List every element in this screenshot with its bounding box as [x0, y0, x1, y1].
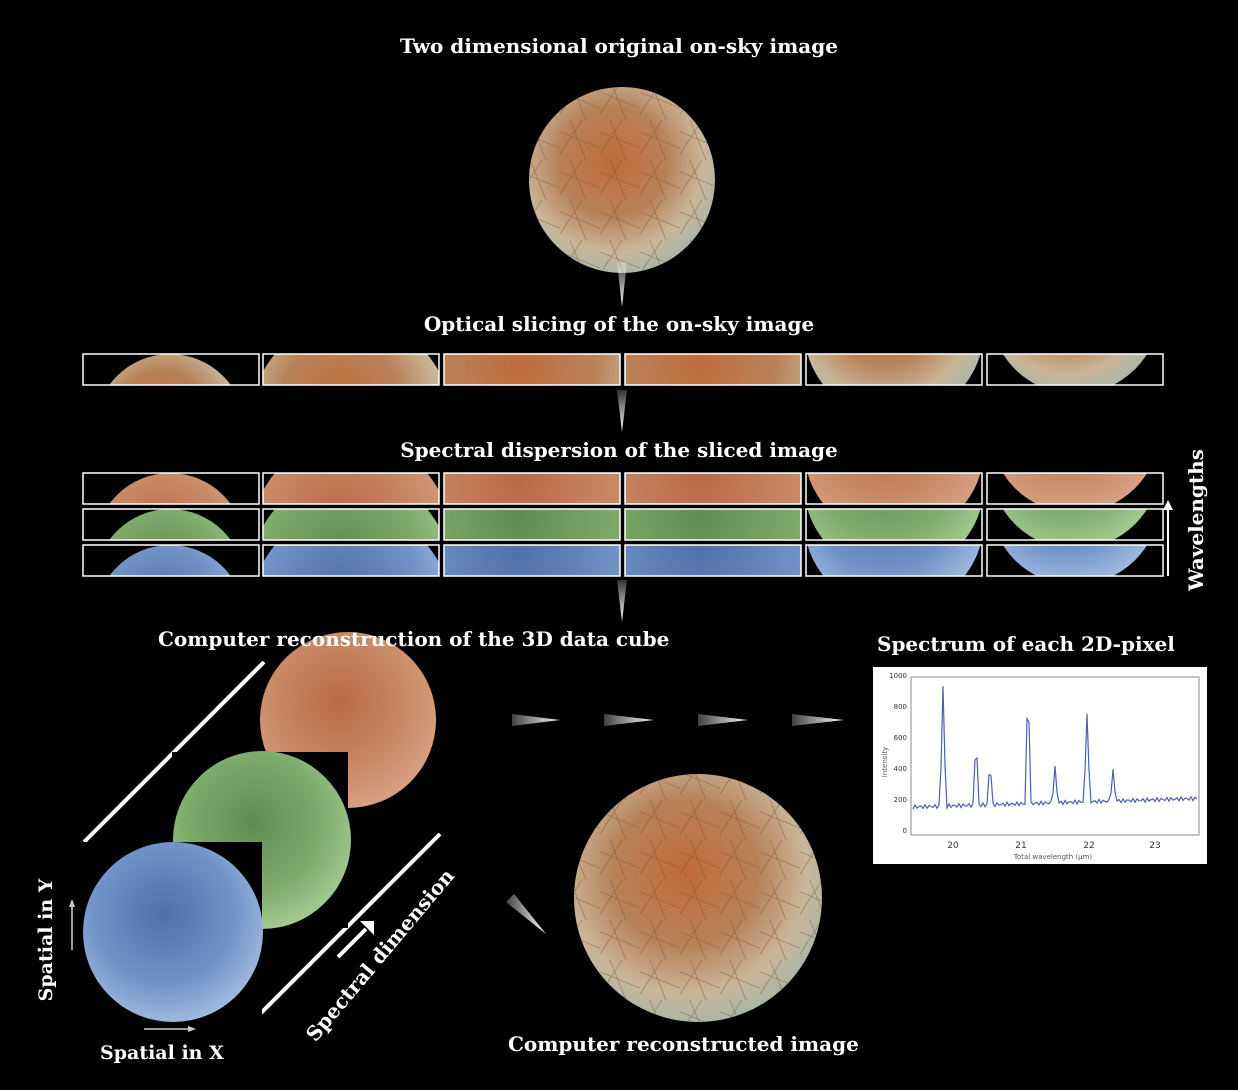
spatial-x-arrow-icon: [144, 1026, 196, 1032]
red-slice-frame: [82, 472, 260, 505]
green-slice-image: [1002, 509, 1148, 540]
green-slice-frame: [262, 508, 440, 541]
sky-slice-frame: [443, 353, 621, 386]
blue-slice-image: [625, 545, 801, 576]
spectrum-title: Spectrum of each 2D-pixel: [877, 632, 1175, 656]
spectrum-y-tick: 200: [894, 796, 907, 804]
spatial-x-label: Spatial in X: [100, 1042, 224, 1064]
dispersion-title: Spectral dispersion of the sliced image: [400, 438, 838, 462]
blue-slice-frame: [443, 544, 621, 577]
dispersed-slices: [82, 472, 1164, 577]
sky-slice-image: [1002, 354, 1148, 385]
right-arrow-icon: [698, 714, 748, 726]
data-cube: [82, 632, 442, 1022]
spectrum-x-tick: 23: [1149, 841, 1160, 851]
green-slice-image: [807, 509, 981, 540]
red-slice-image: [263, 473, 439, 504]
blue-slice-image: [109, 545, 231, 576]
red-slice-frame: [986, 472, 1164, 505]
spectral-dimension-arrow-icon: [336, 921, 374, 959]
blue-slice-frame: [986, 544, 1164, 577]
green-slice-frame: [82, 508, 260, 541]
wavelengths-label: Wavelengths: [1184, 449, 1208, 591]
original-image-title: Two dimensional original on-sky image: [400, 34, 838, 58]
blue-slice-image: [807, 545, 981, 576]
reconstructed-image-title: Computer reconstructed image: [508, 1032, 859, 1056]
blue-slice-frame: [82, 544, 260, 577]
red-slice-frame: [262, 472, 440, 505]
right-arrow-icon: [604, 714, 654, 726]
sky-slice-image: [807, 354, 981, 385]
slicing-title: Optical slicing of the on-sky image: [423, 312, 815, 336]
original-moon-image: [529, 87, 715, 273]
spectrum-y-tick: 600: [894, 734, 907, 742]
green-slice-frame: [805, 508, 983, 541]
green-slice-frame: [986, 508, 1164, 541]
spatial-y-arrow-icon: [69, 899, 75, 950]
red-slice-frame: [624, 472, 802, 505]
spectrum-y-tick: 400: [894, 765, 907, 773]
blue-slice-image: [263, 545, 439, 576]
red-slice-image: [807, 473, 981, 504]
spectrum-x-tick: 21: [1015, 841, 1026, 851]
red-slice-image: [444, 473, 620, 504]
spectrum-y-tick: 800: [894, 703, 907, 711]
red-slice-image: [109, 473, 231, 504]
spatial-y-label: Spatial in Y: [35, 878, 57, 1002]
sky-slice-image: [444, 354, 620, 385]
spectrum-y-tick: 1000: [889, 672, 907, 680]
blue-slice-image: [1002, 545, 1148, 576]
sky-slice-image: [263, 354, 439, 385]
blue-slice-image: [444, 545, 620, 576]
red-slice-image: [625, 473, 801, 504]
green-slice-image: [263, 509, 439, 540]
sky-slice-frame: [262, 353, 440, 386]
diagonal-arrow-icon: [506, 894, 546, 934]
spectrum-x-axis-label: Total wavelength (µm): [1013, 853, 1093, 861]
red-slice-frame: [443, 472, 621, 505]
red-slice-image: [1002, 473, 1148, 504]
green-slice-frame: [624, 508, 802, 541]
spectrum-y-axis-label: Intensity: [881, 747, 889, 777]
green-slice-image: [625, 509, 801, 540]
green-slice-image: [109, 509, 231, 540]
blue-slice-frame: [624, 544, 802, 577]
down-arrow-icon: [617, 580, 627, 622]
spectrum-x-tick: 20: [947, 841, 959, 851]
right-arrow-icon: [792, 714, 844, 726]
blue-slice-frame: [262, 544, 440, 577]
blue-slice-frame: [805, 544, 983, 577]
sky-slice-frame: [805, 353, 983, 386]
spectrum-line: [912, 686, 1198, 811]
green-slice-frame: [443, 508, 621, 541]
spectrum-x-tick: 22: [1083, 841, 1094, 851]
red-slice-frame: [805, 472, 983, 505]
sky-slice-frame: [986, 353, 1164, 386]
sky-slice-image: [625, 354, 801, 385]
green-slice-image: [444, 509, 620, 540]
spectrum-plot: 20 21 22 23 0 200 400 600 800 1000 Intensity Tot…: [873, 667, 1207, 864]
spectrum-y-tick: 0: [903, 827, 907, 835]
down-arrow-icon: [617, 262, 627, 307]
right-arrow-icon: [512, 714, 560, 726]
reconstructed-moon-image: [574, 774, 822, 1022]
sky-slice-frame: [82, 353, 260, 386]
blue-moon-layer: [83, 842, 263, 1022]
wavelength-arrow-icon: [1163, 500, 1173, 576]
sky-slice-frame: [624, 353, 802, 386]
sky-slice-image: [109, 354, 231, 385]
down-arrow-icon: [617, 390, 627, 432]
sliced-image-row: [82, 353, 1164, 386]
cube-title: Computer reconstruction of the 3D data c…: [158, 627, 670, 651]
